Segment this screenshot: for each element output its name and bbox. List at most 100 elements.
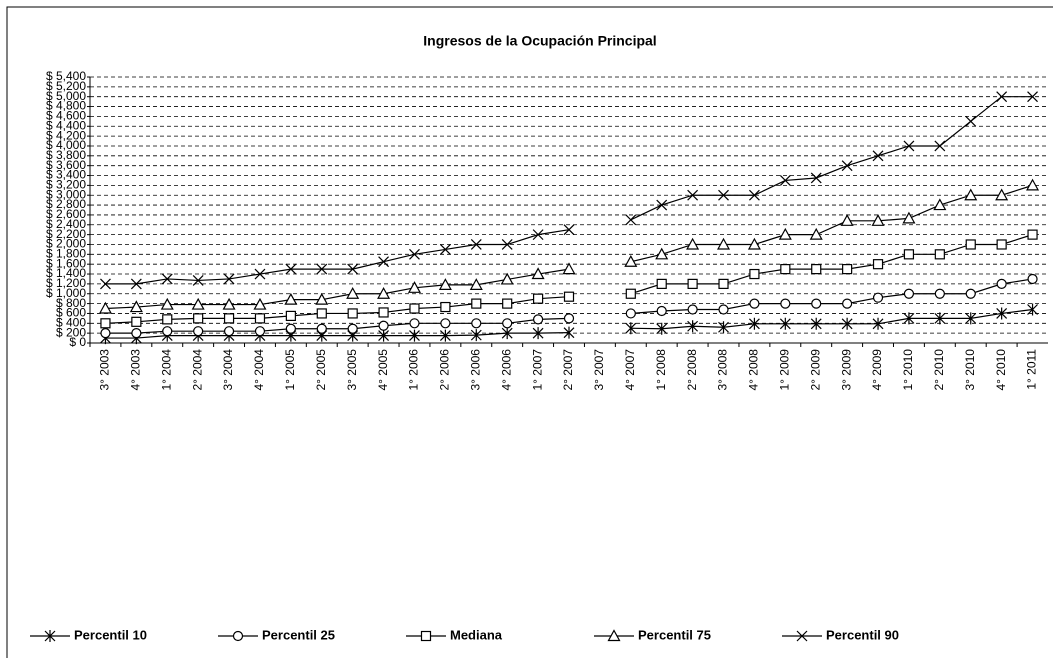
marker (191, 297, 205, 310)
marker (532, 314, 544, 325)
marker (502, 318, 513, 329)
y-tick-label: $ 1,800 (46, 247, 86, 261)
marker (625, 214, 637, 226)
y-tick-label: $ 400 (56, 315, 86, 329)
marker (100, 328, 111, 339)
marker (872, 317, 884, 330)
marker (378, 307, 389, 318)
series-line (105, 184, 1033, 310)
marker (934, 140, 946, 152)
marker (749, 298, 760, 309)
marker (903, 140, 915, 152)
x-tick-label: 2° 2004 (190, 349, 204, 391)
x-tick-label: 4° 2009 (870, 349, 884, 391)
marker (872, 292, 884, 303)
marker (934, 288, 945, 299)
y-tick-label: $ 2,200 (46, 227, 86, 241)
marker (378, 320, 389, 331)
marker (965, 288, 976, 299)
y-tick-label: $ 3,200 (46, 178, 86, 192)
marker (129, 300, 143, 313)
marker (809, 227, 823, 240)
marker (471, 318, 482, 329)
marker (346, 286, 360, 299)
marker (253, 297, 267, 310)
marker (223, 326, 235, 337)
x-tick-label: 3° 2006 (468, 349, 482, 391)
marker (439, 243, 451, 255)
marker (192, 275, 204, 286)
marker (284, 292, 298, 305)
marker (501, 327, 513, 340)
marker (100, 318, 111, 329)
marker (624, 254, 638, 267)
marker (562, 262, 576, 275)
legend-marker (796, 630, 808, 642)
y-tick-label: $ 200 (56, 325, 86, 339)
x-tick-label: 2° 2009 (808, 349, 822, 391)
marker (100, 278, 111, 290)
marker (98, 301, 112, 314)
marker (254, 313, 266, 324)
marker (748, 317, 760, 330)
x-tick-label: 1° 2011 (1025, 349, 1039, 390)
marker (811, 298, 822, 309)
marker (687, 189, 699, 201)
x-tick-label: 4° 2006 (499, 349, 513, 391)
x-tick-label: 1° 2008 (654, 349, 668, 391)
y-tick-label: $ 0 (69, 335, 86, 349)
marker (222, 297, 236, 310)
marker (563, 326, 575, 339)
marker (749, 268, 760, 280)
marker (131, 328, 142, 339)
marker (871, 214, 885, 226)
y-tick-label: $ 4,400 (46, 118, 86, 132)
y-tick-label: $ 1,600 (46, 256, 86, 270)
marker (315, 292, 329, 305)
marker (409, 318, 420, 329)
marker (316, 308, 327, 319)
chart-border (6, 6, 1053, 658)
marker (996, 278, 1007, 289)
x-tick-label: 4° 2003 (129, 349, 143, 391)
marker (656, 278, 667, 289)
marker (285, 263, 297, 275)
marker (563, 313, 575, 324)
marker (439, 329, 451, 342)
x-tick-label: 1° 2007 (530, 349, 544, 391)
x-tick-label: 3° 2008 (716, 349, 730, 391)
marker (780, 298, 791, 309)
marker (902, 211, 916, 224)
series-line (105, 308, 1033, 339)
x-tick-label: 3° 2007 (592, 349, 606, 391)
marker (440, 301, 451, 313)
x-tick-label: 1° 2004 (159, 349, 173, 391)
marker (625, 308, 636, 319)
marker (964, 188, 978, 201)
marker (285, 310, 296, 322)
marker (934, 249, 945, 260)
marker (1026, 178, 1040, 191)
y-tick-label: $ 3,400 (46, 168, 86, 182)
x-tick-label: 2° 2006 (438, 349, 452, 391)
marker (655, 247, 669, 260)
marker (254, 268, 266, 280)
marker (810, 317, 822, 330)
marker (347, 323, 358, 334)
marker (780, 264, 791, 275)
marker (532, 229, 544, 241)
y-tick-label: $ 5,000 (46, 89, 86, 103)
marker (996, 91, 1008, 103)
marker (131, 316, 142, 327)
marker (933, 198, 947, 211)
x-tick-label: 4° 2004 (252, 349, 266, 391)
series-line (105, 278, 1033, 334)
legend-marker (420, 630, 432, 642)
marker (1027, 273, 1038, 285)
x-tick-label: 3° 2009 (839, 349, 853, 391)
y-tick-label: $ 5,200 (46, 79, 86, 93)
marker (532, 293, 544, 304)
marker (407, 281, 421, 293)
series-line (105, 96, 1033, 285)
marker (687, 320, 699, 333)
